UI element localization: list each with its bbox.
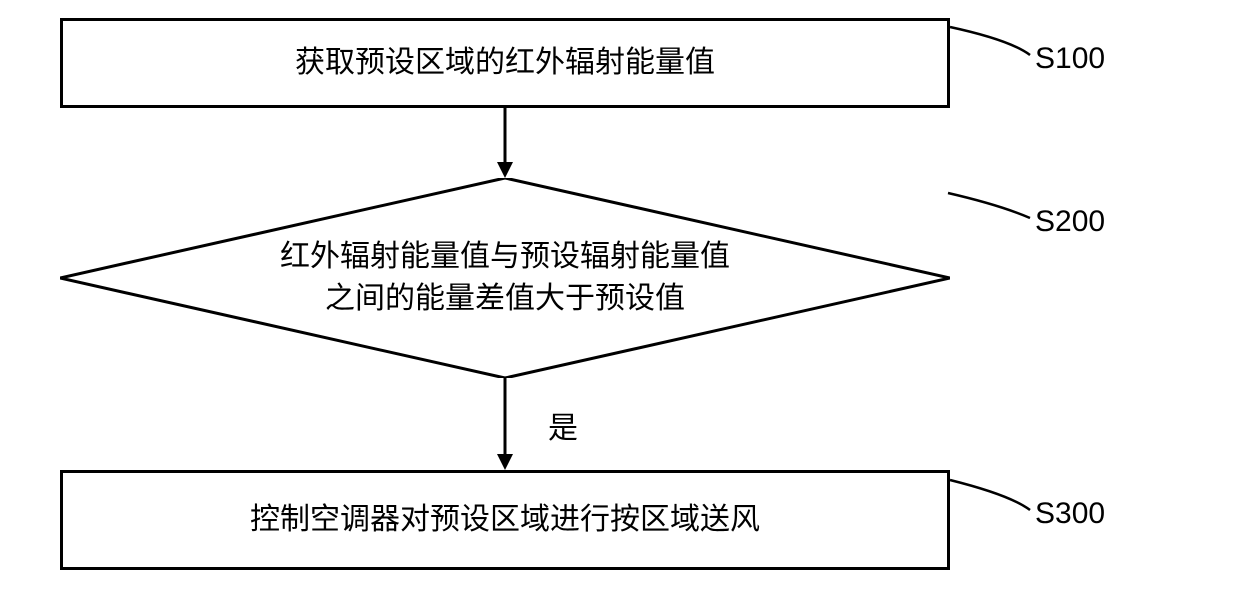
- edge-s200-s300-arrow: [497, 454, 513, 470]
- label-connector-s100: [950, 27, 1030, 55]
- process-s100-text: 获取预设区域的红外辐射能量值: [295, 42, 715, 84]
- decision-s200: 红外辐射能量值与预设辐射能量值 之间的能量差值大于预设值: [60, 178, 950, 378]
- edge-s100-s200-arrow: [497, 162, 513, 178]
- step-label-s300: S300: [1035, 497, 1105, 531]
- decision-s200-line1: 红外辐射能量值与预设辐射能量值: [280, 236, 730, 278]
- decision-s200-line2: 之间的能量差值大于预设值: [280, 278, 730, 320]
- decision-s200-text-wrap: 红外辐射能量值与预设辐射能量值 之间的能量差值大于预设值: [60, 178, 950, 378]
- step-label-s100: S100: [1035, 42, 1105, 76]
- process-s300-text: 控制空调器对预设区域进行按区域送风: [250, 499, 760, 541]
- edge-label-yes: 是: [548, 403, 578, 447]
- flowchart-container: 获取预设区域的红外辐射能量值 红外辐射能量值与预设辐射能量值 之间的能量差值大于…: [0, 0, 1240, 614]
- step-label-s200: S200: [1035, 205, 1105, 239]
- label-connector-s300: [950, 480, 1030, 510]
- process-s300: 控制空调器对预设区域进行按区域送风: [60, 470, 950, 570]
- label-connector-s200: [948, 193, 1030, 218]
- process-s100: 获取预设区域的红外辐射能量值: [60, 18, 950, 108]
